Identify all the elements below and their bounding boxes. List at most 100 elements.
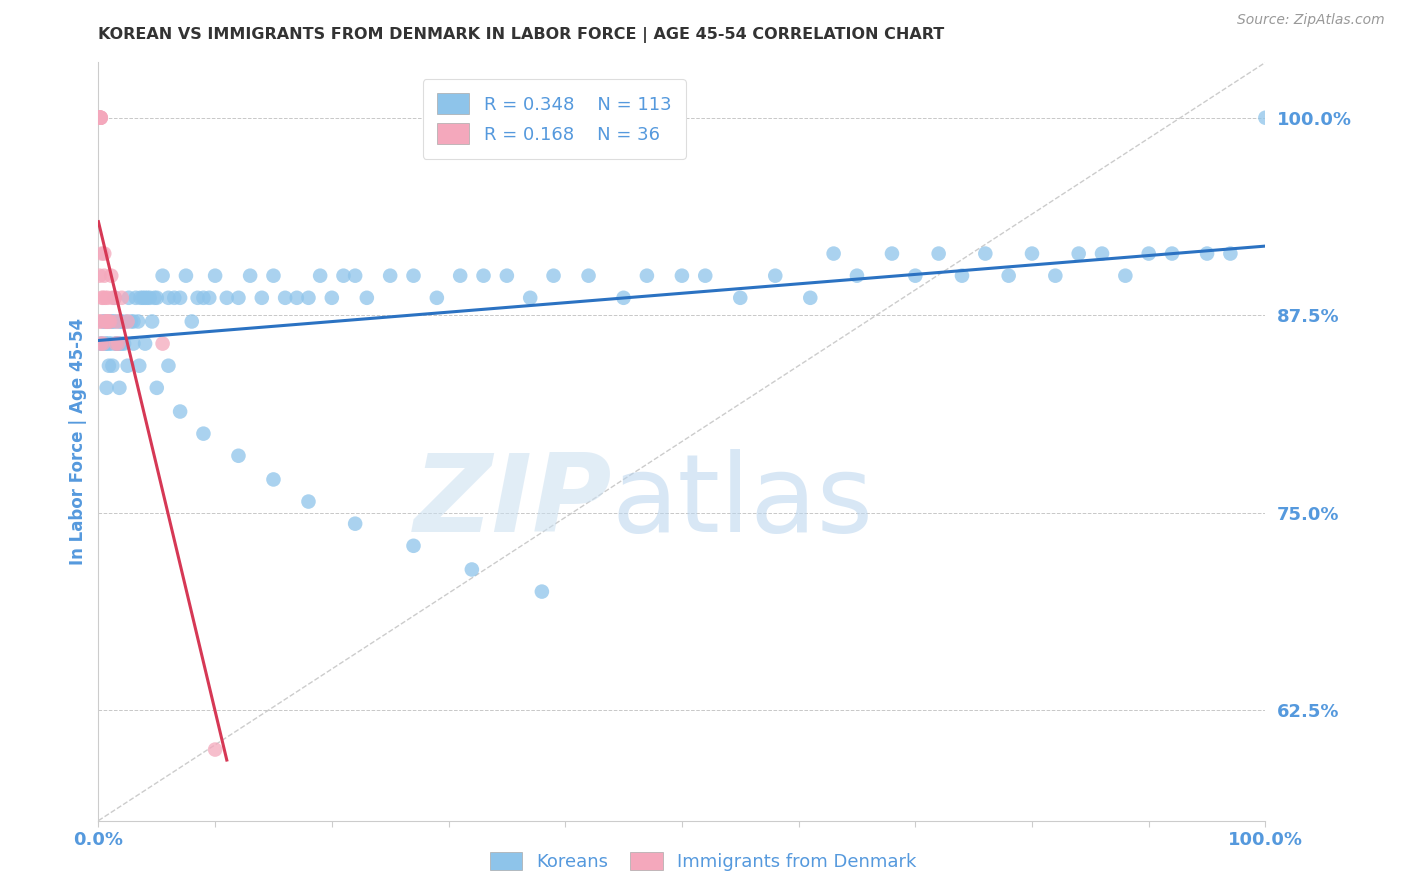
Point (90, 246, 112, 260)
Point (356, 291, 378, 305)
Point (89, 111, 111, 125)
Point (461, 562, 484, 576)
Point (1161, 246, 1184, 260)
Point (997, 268, 1019, 283)
Point (578, 268, 600, 283)
Point (1091, 246, 1114, 260)
Point (91, 314, 114, 328)
Point (228, 291, 250, 305)
Point (174, 268, 197, 283)
Point (134, 336, 156, 351)
Point (239, 268, 262, 283)
Point (90, 111, 112, 125)
Point (671, 268, 693, 283)
Point (496, 268, 519, 283)
Point (97, 336, 120, 351)
Y-axis label: In Labor Force | Age 45-54: In Labor Force | Age 45-54 (69, 318, 87, 566)
Point (169, 404, 191, 418)
Point (146, 291, 169, 305)
Point (89, 314, 111, 328)
Point (449, 268, 471, 283)
Point (97, 359, 120, 373)
Point (94, 336, 117, 351)
Point (193, 426, 215, 441)
Point (122, 336, 145, 351)
Point (215, 291, 238, 305)
Point (89, 111, 111, 125)
Point (103, 314, 125, 328)
Point (132, 291, 155, 305)
Text: Source: ZipAtlas.com: Source: ZipAtlas.com (1237, 13, 1385, 28)
Point (104, 336, 127, 351)
Point (98, 314, 121, 328)
Point (89, 111, 111, 125)
Point (152, 336, 174, 351)
Point (101, 314, 124, 328)
Point (380, 268, 402, 283)
Point (104, 336, 127, 351)
Point (89, 111, 111, 125)
Point (104, 336, 127, 351)
Point (111, 336, 134, 351)
Point (730, 291, 752, 305)
Text: KOREAN VS IMMIGRANTS FROM DENMARK IN LABOR FORCE | AGE 45-54 CORRELATION CHART: KOREAN VS IMMIGRANTS FROM DENMARK IN LAB… (98, 27, 945, 43)
Point (636, 268, 658, 283)
Point (157, 359, 180, 373)
Point (136, 291, 159, 305)
Point (112, 336, 135, 351)
Point (1219, 246, 1241, 260)
Point (101, 291, 124, 305)
Point (297, 494, 319, 508)
Point (90, 336, 112, 351)
Point (105, 314, 128, 328)
Point (344, 516, 367, 531)
Text: atlas: atlas (612, 450, 875, 555)
Point (228, 449, 250, 463)
Point (108, 381, 131, 395)
Point (90, 314, 112, 328)
Point (94, 291, 117, 305)
Point (1067, 246, 1090, 260)
Point (950, 268, 973, 283)
Point (97, 314, 120, 328)
Point (91, 336, 114, 351)
Point (974, 246, 997, 260)
Point (91, 291, 114, 305)
Point (128, 359, 150, 373)
Point (146, 381, 169, 395)
Point (187, 291, 209, 305)
Point (107, 336, 129, 351)
Point (1195, 246, 1218, 260)
Point (107, 336, 129, 351)
Point (157, 291, 180, 305)
Point (96, 314, 118, 328)
Point (198, 291, 221, 305)
Point (402, 539, 425, 553)
Point (98, 314, 121, 328)
Point (1021, 246, 1043, 260)
Point (139, 291, 162, 305)
Point (204, 268, 226, 283)
Point (823, 246, 845, 260)
Point (111, 291, 134, 305)
Point (89, 111, 111, 125)
Point (332, 268, 354, 283)
Legend: Koreans, Immigrants from Denmark: Koreans, Immigrants from Denmark (482, 845, 924, 879)
Point (180, 314, 202, 328)
Point (928, 246, 950, 260)
Point (96, 336, 118, 351)
Point (846, 268, 869, 283)
Point (125, 291, 148, 305)
Point (799, 291, 821, 305)
Point (90, 111, 112, 125)
Point (117, 314, 139, 328)
Point (274, 291, 297, 305)
Point (519, 291, 541, 305)
Legend: R = 0.348    N = 113, R = 0.168    N = 36: R = 0.348 N = 113, R = 0.168 N = 36 (423, 79, 686, 159)
Point (880, 246, 903, 260)
Point (89, 111, 111, 125)
Point (193, 291, 215, 305)
Point (104, 291, 127, 305)
Point (297, 291, 319, 305)
Point (262, 472, 284, 486)
